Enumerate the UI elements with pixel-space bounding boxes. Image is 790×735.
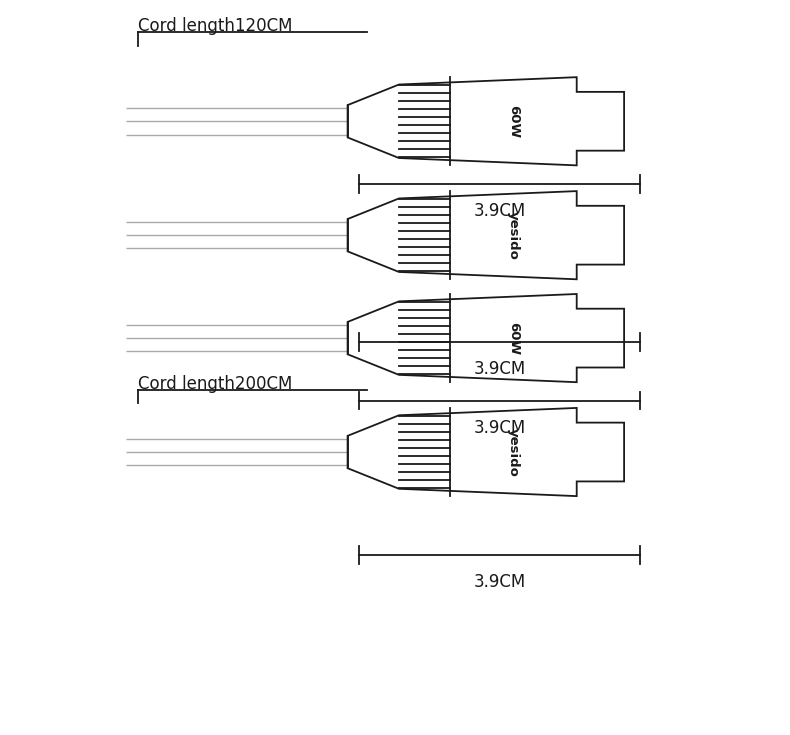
Text: 3.9CM: 3.9CM bbox=[473, 573, 526, 591]
Text: 3.9CM: 3.9CM bbox=[473, 360, 526, 378]
Polygon shape bbox=[348, 294, 624, 382]
Polygon shape bbox=[348, 77, 624, 165]
Text: 3.9CM: 3.9CM bbox=[473, 419, 526, 437]
Text: yesido: yesido bbox=[507, 211, 520, 259]
Text: Cord length200CM: Cord length200CM bbox=[138, 376, 292, 393]
Text: 60W: 60W bbox=[507, 104, 520, 138]
Text: 3.9CM: 3.9CM bbox=[473, 202, 526, 220]
Text: yesido: yesido bbox=[507, 428, 520, 476]
Text: 60W: 60W bbox=[507, 321, 520, 355]
Polygon shape bbox=[348, 408, 624, 496]
Text: Cord length120CM: Cord length120CM bbox=[138, 18, 293, 35]
Polygon shape bbox=[348, 191, 624, 279]
